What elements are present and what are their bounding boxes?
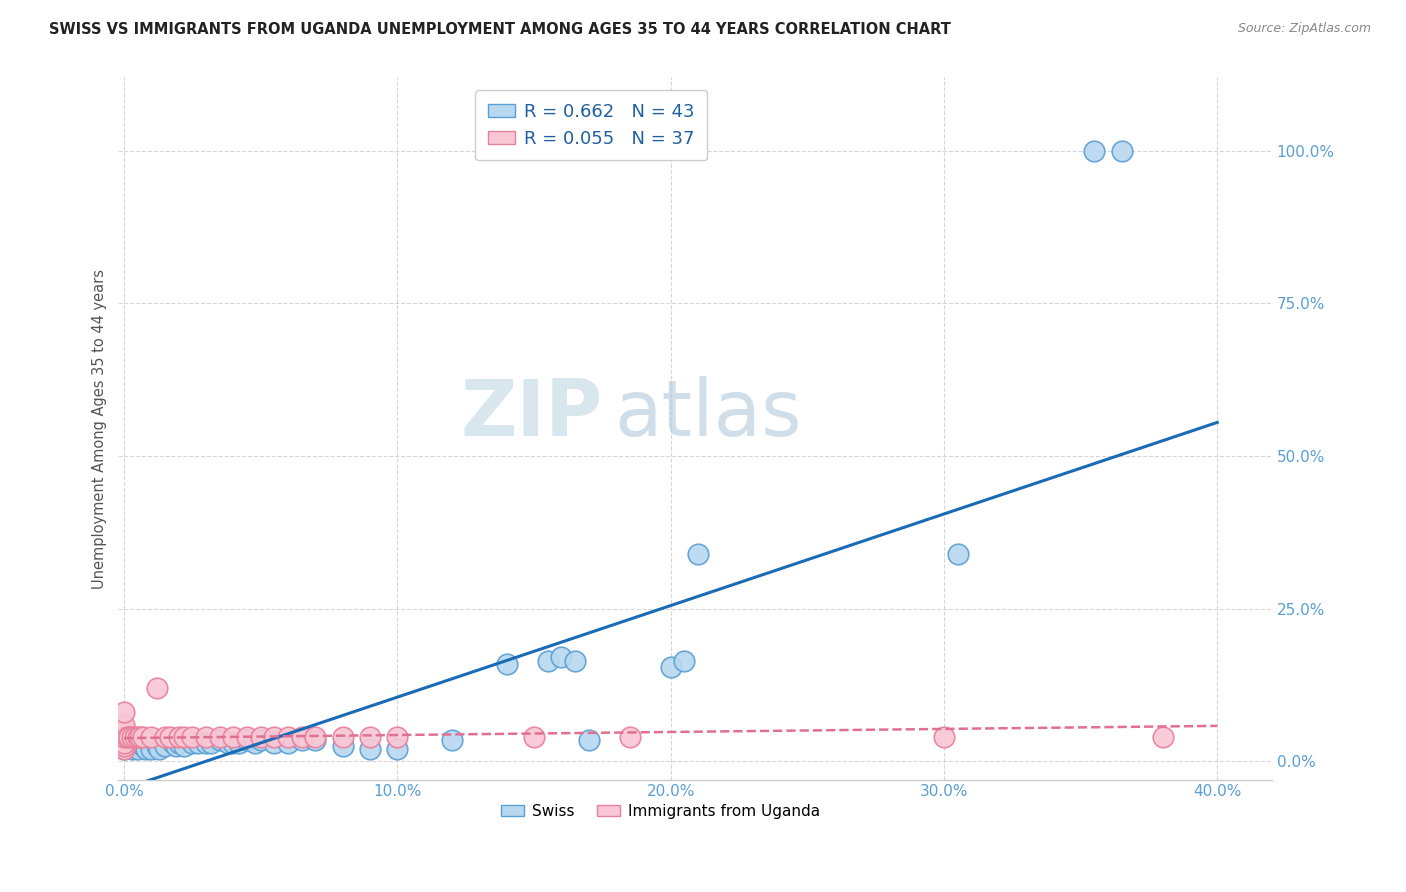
- Point: [550, 650, 572, 665]
- Point: [332, 739, 354, 753]
- Point: [208, 733, 231, 747]
- Point: [359, 730, 381, 744]
- Point: [290, 733, 312, 747]
- Point: [946, 547, 969, 561]
- Text: SWISS VS IMMIGRANTS FROM UGANDA UNEMPLOYMENT AMONG AGES 35 TO 44 YEARS CORRELATI: SWISS VS IMMIGRANTS FROM UGANDA UNEMPLOY…: [49, 22, 950, 37]
- Point: [112, 706, 135, 720]
- Point: [387, 730, 409, 744]
- Point: [112, 717, 135, 731]
- Point: [148, 742, 170, 756]
- Point: [112, 730, 135, 744]
- Point: [673, 654, 696, 668]
- Point: [153, 730, 176, 744]
- Point: [173, 739, 195, 753]
- Point: [141, 730, 163, 744]
- Point: [173, 730, 195, 744]
- Point: [181, 736, 204, 750]
- Point: [145, 681, 167, 695]
- Point: [165, 739, 187, 753]
- Point: [167, 736, 190, 750]
- Point: [290, 730, 312, 744]
- Point: [129, 730, 152, 744]
- Point: [194, 736, 217, 750]
- Point: [387, 742, 409, 756]
- Point: [112, 742, 135, 756]
- Point: [1083, 144, 1105, 158]
- Point: [228, 736, 250, 750]
- Point: [181, 730, 204, 744]
- Point: [112, 723, 135, 738]
- Point: [619, 730, 641, 744]
- Point: [236, 733, 259, 747]
- Point: [277, 730, 299, 744]
- Point: [536, 654, 558, 668]
- Point: [167, 730, 190, 744]
- Point: [200, 736, 222, 750]
- Y-axis label: Unemployment Among Ages 35 to 44 years: Unemployment Among Ages 35 to 44 years: [93, 268, 107, 589]
- Point: [121, 742, 143, 756]
- Point: [162, 736, 184, 750]
- Point: [132, 730, 155, 744]
- Point: [1111, 144, 1133, 158]
- Point: [304, 733, 326, 747]
- Text: atlas: atlas: [614, 376, 801, 452]
- Point: [686, 547, 709, 561]
- Point: [249, 730, 271, 744]
- Point: [141, 742, 163, 756]
- Point: [194, 730, 217, 744]
- Point: [112, 736, 135, 750]
- Point: [495, 657, 517, 671]
- Point: [127, 742, 149, 756]
- Point: [153, 739, 176, 753]
- Point: [263, 736, 285, 750]
- Point: [932, 730, 955, 744]
- Point: [564, 654, 586, 668]
- Point: [243, 736, 266, 750]
- Point: [222, 736, 245, 750]
- Point: [135, 742, 157, 756]
- Point: [440, 733, 463, 747]
- Point: [187, 736, 209, 750]
- Point: [127, 730, 149, 744]
- Point: [523, 730, 546, 744]
- Point: [208, 730, 231, 744]
- Point: [121, 730, 143, 744]
- Point: [304, 730, 326, 744]
- Point: [118, 730, 141, 744]
- Text: ZIP: ZIP: [461, 376, 603, 452]
- Point: [222, 730, 245, 744]
- Point: [112, 739, 135, 753]
- Point: [145, 739, 167, 753]
- Point: [578, 733, 600, 747]
- Point: [124, 730, 146, 744]
- Point: [1152, 730, 1174, 744]
- Point: [332, 730, 354, 744]
- Point: [112, 742, 135, 756]
- Point: [236, 730, 259, 744]
- Text: Source: ZipAtlas.com: Source: ZipAtlas.com: [1237, 22, 1371, 36]
- Point: [217, 736, 239, 750]
- Point: [132, 739, 155, 753]
- Point: [249, 733, 271, 747]
- Point: [359, 742, 381, 756]
- Point: [263, 730, 285, 744]
- Point: [277, 736, 299, 750]
- Point: [159, 730, 181, 744]
- Point: [659, 659, 682, 673]
- Legend: Swiss, Immigrants from Uganda: Swiss, Immigrants from Uganda: [495, 797, 825, 824]
- Point: [115, 730, 138, 744]
